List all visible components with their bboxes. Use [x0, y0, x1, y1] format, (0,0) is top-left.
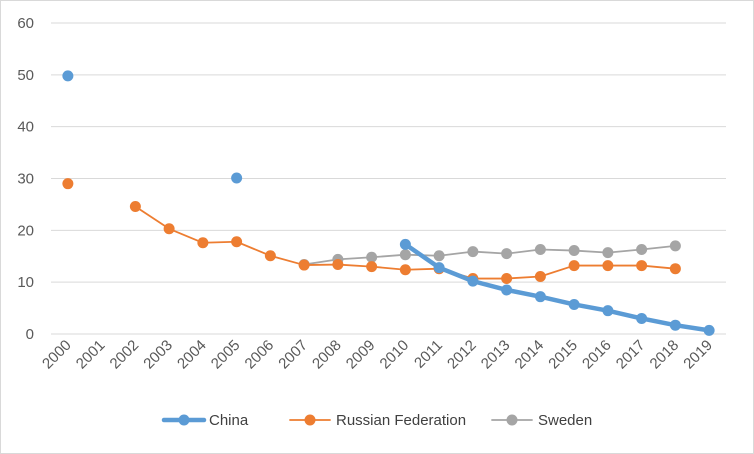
x-tick-label: 2003	[140, 337, 176, 373]
data-point-sweden	[636, 244, 648, 256]
data-point-china	[534, 291, 546, 303]
x-tick-label: 2014	[512, 337, 548, 373]
x-tick-label: 2008	[309, 337, 345, 373]
x-tick-label: 2001	[73, 337, 109, 373]
legend-label: China	[209, 412, 249, 429]
data-point-sweden	[534, 244, 546, 256]
series-russian-federation	[62, 178, 681, 285]
data-point-russian-federation	[62, 178, 74, 190]
data-point-russian-federation	[501, 273, 513, 285]
data-point-china	[602, 305, 614, 317]
data-point-china	[231, 172, 243, 184]
y-tick-label: 60	[17, 15, 34, 32]
x-tick-label: 2018	[647, 337, 683, 373]
data-point-russian-federation	[602, 260, 614, 272]
series-china	[62, 70, 715, 336]
x-tick-label: 2016	[579, 337, 615, 373]
data-point-russian-federation	[366, 261, 378, 273]
data-point-russian-federation	[568, 260, 580, 272]
legend-swatch-marker	[304, 414, 316, 426]
legend-label: Russian Federation	[336, 412, 466, 429]
x-tick-label: 2002	[107, 337, 143, 373]
data-point-china	[467, 275, 479, 287]
data-point-russian-federation	[636, 260, 648, 272]
x-tick-label: 2017	[613, 337, 649, 373]
legend-swatch-marker	[506, 414, 518, 426]
data-point-russian-federation	[534, 270, 546, 282]
data-point-sweden	[366, 251, 378, 263]
y-tick-label: 0	[26, 326, 34, 343]
y-tick-label: 10	[17, 274, 34, 291]
data-point-china	[703, 324, 715, 336]
data-point-china	[669, 319, 681, 331]
data-point-sweden	[467, 246, 479, 258]
data-point-china	[433, 262, 445, 274]
x-tick-label: 2006	[242, 337, 278, 373]
legend: China Russian Federation Sweden	[161, 412, 592, 429]
data-point-russian-federation	[197, 237, 209, 249]
x-tick-label: 2007	[275, 337, 311, 373]
x-tick-label: 2009	[343, 337, 379, 373]
data-point-china	[62, 70, 74, 82]
data-point-russian-federation	[163, 223, 175, 235]
y-axis-ticks: 0 10 20 30 40 50 60	[17, 15, 34, 343]
y-tick-label: 50	[17, 67, 34, 84]
legend-label: Sweden	[538, 412, 592, 429]
data-point-russian-federation	[129, 200, 141, 212]
data-point-russian-federation	[669, 263, 681, 275]
x-tick-label: 2012	[444, 337, 480, 373]
y-tick-label: 40	[17, 119, 34, 136]
x-tick-label: 2011	[411, 337, 446, 372]
legend-item-russian-federation: Russian Federation	[289, 412, 466, 429]
series-line-china	[403, 242, 712, 333]
data-point-sweden	[399, 249, 411, 261]
x-tick-label: 2000	[39, 337, 75, 373]
data-point-china	[501, 284, 513, 296]
data-point-china	[399, 238, 411, 250]
data-point-sweden	[669, 240, 681, 252]
y-tick-label: 30	[17, 171, 34, 188]
legend-item-china: China	[161, 412, 249, 429]
series-layer	[62, 70, 715, 336]
legend-item-sweden: Sweden	[491, 412, 592, 429]
data-point-russian-federation	[332, 259, 344, 271]
data-point-russian-federation	[231, 236, 243, 248]
data-point-sweden	[602, 247, 614, 259]
x-tick-label: 2005	[208, 337, 244, 373]
x-tick-label: 2004	[174, 337, 210, 373]
data-point-russian-federation	[264, 250, 276, 262]
data-point-china	[568, 298, 580, 310]
x-tick-label: 2013	[478, 337, 514, 373]
legend-swatch-marker	[178, 414, 190, 426]
data-point-russian-federation	[399, 264, 411, 276]
data-point-sweden	[501, 248, 513, 260]
data-point-china	[636, 312, 648, 324]
series-line-sweden	[303, 244, 677, 266]
x-tick-label: 2019	[680, 337, 716, 373]
gridlines	[51, 22, 726, 335]
x-axis-ticks: 2000200120022003200420052006200720082009…	[39, 337, 716, 373]
data-point-sweden	[433, 250, 445, 262]
x-tick-label: 2015	[545, 337, 581, 373]
x-tick-label: 2010	[377, 337, 413, 373]
data-point-sweden	[568, 245, 580, 257]
data-point-russian-federation	[298, 259, 310, 271]
y-tick-label: 20	[17, 222, 34, 239]
